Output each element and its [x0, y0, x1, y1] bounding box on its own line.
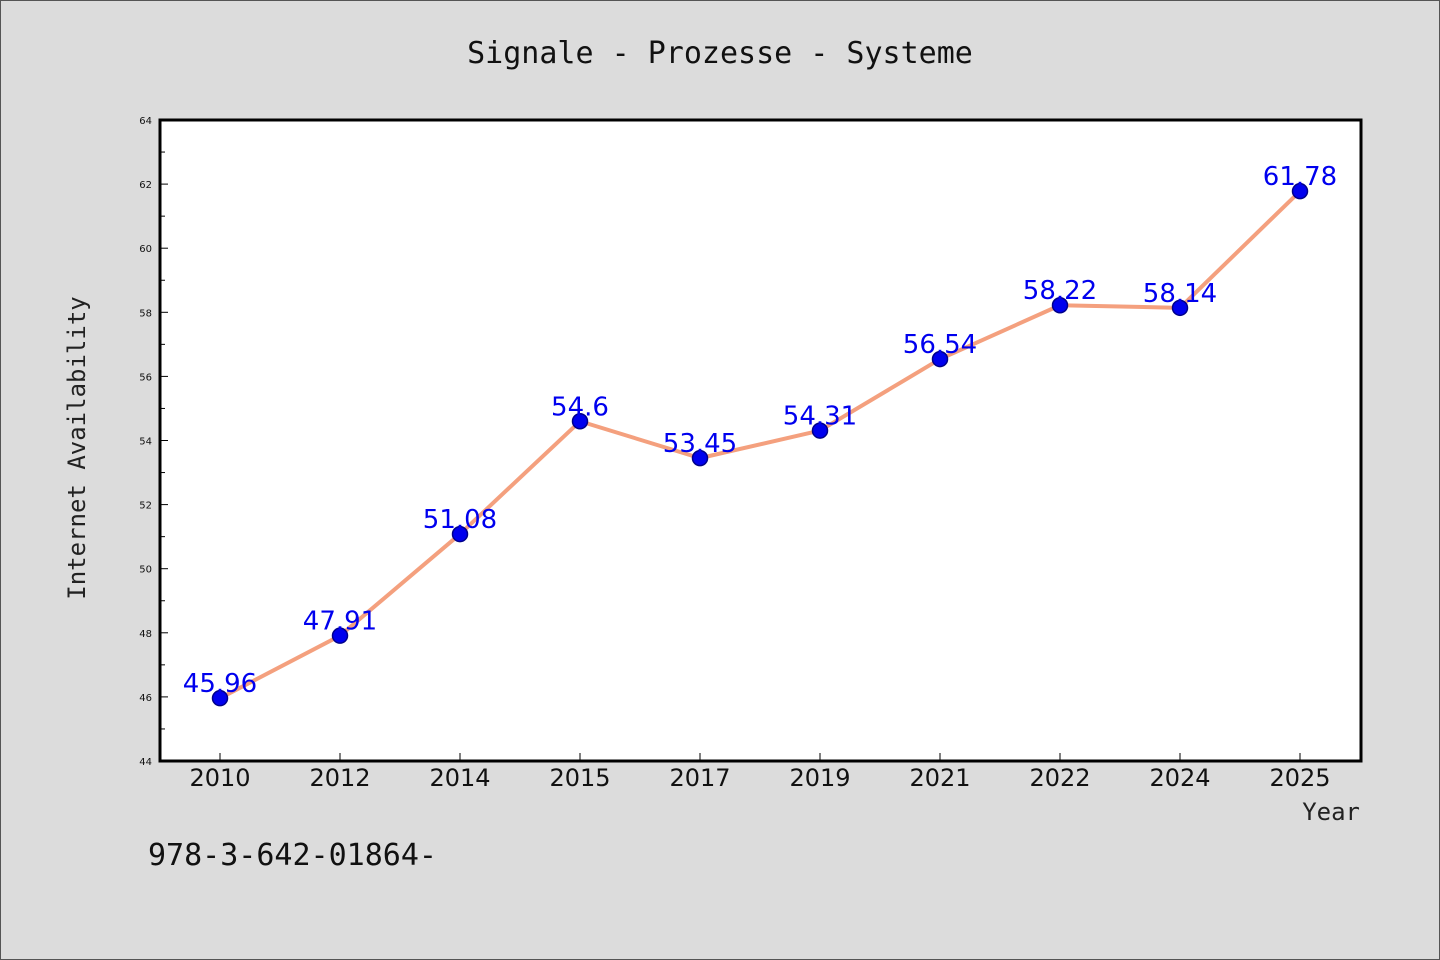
- data-point: [811, 422, 829, 439]
- data-point: [211, 689, 229, 707]
- x-tick-label: 2010: [189, 764, 250, 792]
- data-label: 54.6: [551, 392, 609, 422]
- data-label: 51.08: [423, 505, 497, 535]
- data-label: 58.14: [1143, 279, 1217, 309]
- data-label: 56.54: [903, 330, 977, 360]
- y-tick-label: 44: [139, 757, 152, 768]
- x-tick-label: 2021: [909, 764, 970, 792]
- series-markers: [211, 182, 1309, 707]
- y-tick-label: 64: [139, 116, 152, 127]
- x-tick-label: 2022: [1029, 764, 1090, 792]
- data-point: [1051, 296, 1069, 314]
- data-label: 54.31: [783, 402, 857, 432]
- data-point: [931, 350, 949, 368]
- x-tick-label: 2012: [309, 764, 370, 792]
- y-tick-label: 46: [139, 693, 152, 704]
- x-tick-label: 2017: [669, 764, 730, 792]
- y-tick-label: 56: [139, 372, 152, 383]
- chart-title: Signale - Prozesse - Systeme: [467, 36, 973, 71]
- y-tick-label: 62: [139, 180, 152, 191]
- data-point: [571, 413, 589, 430]
- y-axis: 44 46 48 50 52 54 56 58 60 62 64: [139, 116, 168, 768]
- x-tick-label: 2015: [549, 764, 610, 792]
- series-line: [219, 189, 1302, 700]
- y-axis-label: Internet Availability: [63, 296, 91, 599]
- x-axis: 2010 2012 2014 2015 2017 2019 2021 2022 2024 2025: [189, 753, 1331, 792]
- y-tick-label: 58: [139, 308, 152, 319]
- x-tick-label: 2014: [429, 764, 490, 792]
- x-axis-label: Year: [1302, 798, 1360, 826]
- data-labels: 45.96 47.91 51.08 54.6 53.45 54.31 56.54 58.22 5…: [183, 162, 1337, 699]
- plot-area: [158, 118, 1363, 763]
- y-tick-label: 48: [139, 629, 152, 640]
- data-point: [451, 525, 469, 543]
- data-label: 47.91: [303, 607, 377, 637]
- data-label: 45.96: [183, 669, 257, 699]
- data-point: [1291, 182, 1309, 200]
- y-tick-label: 60: [139, 244, 152, 255]
- data-point: [691, 449, 709, 467]
- data-label: 53.45: [663, 429, 737, 459]
- data-point: [331, 627, 349, 644]
- data-point: [1171, 299, 1189, 317]
- y-tick-label: 52: [139, 501, 152, 512]
- x-tick-label: 2025: [1269, 764, 1330, 792]
- footer-isbn: 978-3-642-01864-: [148, 838, 437, 873]
- data-label: 61.78: [1263, 162, 1337, 192]
- y-tick-label: 54: [139, 437, 152, 448]
- x-tick-label: 2024: [1149, 764, 1210, 792]
- data-label: 58.22: [1023, 276, 1097, 306]
- y-tick-label: 50: [139, 565, 152, 576]
- x-tick-label: 2019: [789, 764, 850, 792]
